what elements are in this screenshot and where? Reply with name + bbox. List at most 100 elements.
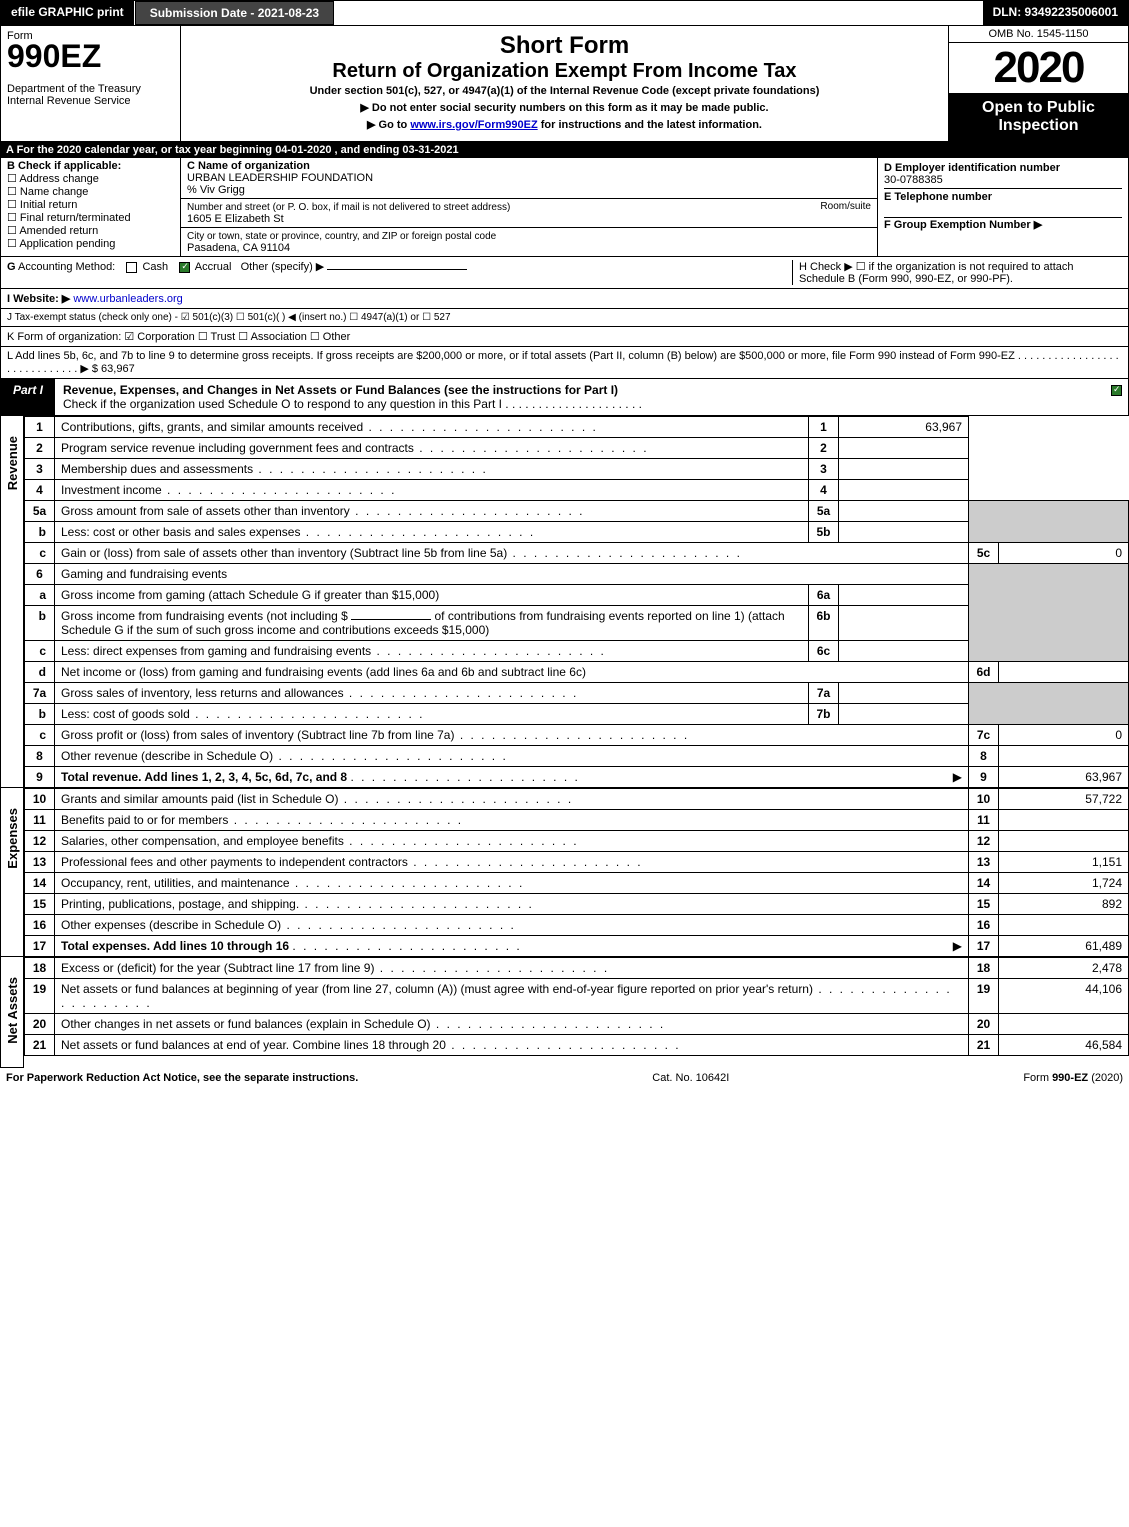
page-footer: For Paperwork Reduction Act Notice, see … [0, 1068, 1129, 1088]
c-name-label: C Name of organization [187, 160, 310, 172]
care-of: % Viv Grigg [187, 184, 245, 196]
org-name: URBAN LEADERSHIP FOUNDATION [187, 172, 373, 184]
line-8: Other revenue (describe in Schedule O) [55, 746, 969, 767]
line-17-val: 61,489 [999, 936, 1129, 957]
line-7c: Gross profit or (loss) from sales of inv… [55, 725, 969, 746]
chk-accrual[interactable] [179, 262, 190, 273]
goto-pre: ▶ Go to [367, 119, 410, 131]
line-4-val [839, 480, 969, 501]
omb-number: OMB No. 1545-1150 [949, 26, 1128, 43]
line-3: Membership dues and assessments [55, 459, 809, 480]
line-17: Total expenses. Add lines 10 through 16 … [55, 936, 969, 957]
street: 1605 E Elizabeth St [187, 213, 284, 225]
line-7c-val: 0 [999, 725, 1129, 746]
form-number: 990EZ [7, 38, 174, 75]
line-14-val: 1,724 [999, 873, 1129, 894]
col-b: B Check if applicable: ☐ Address change … [1, 158, 181, 256]
line-21-val: 46,584 [999, 1035, 1129, 1056]
row-l: L Add lines 5b, 6c, and 7b to line 9 to … [0, 347, 1129, 379]
top-bar: efile GRAPHIC print Submission Date - 20… [0, 0, 1129, 26]
line-19-val: 44,106 [999, 979, 1129, 1014]
d-label: D Employer identification number [884, 162, 1060, 174]
line-2: Program service revenue including govern… [55, 438, 809, 459]
expenses-body: Expenses 10Grants and similar amounts pa… [0, 788, 1129, 957]
goto-post: for instructions and the latest informat… [538, 119, 762, 131]
goto-line: ▶ Go to www.irs.gov/Form990EZ for instru… [187, 118, 942, 131]
line-5c: Gain or (loss) from sale of assets other… [55, 543, 969, 564]
line-4: Investment income [55, 480, 809, 501]
chk-name-change[interactable]: ☐ Name change [7, 185, 174, 198]
line-6: Gaming and fundraising events [55, 564, 969, 585]
line-1-val: 63,967 [839, 417, 969, 438]
submission-date: Submission Date - 2021-08-23 [135, 1, 334, 25]
paperwork-notice: For Paperwork Reduction Act Notice, see … [6, 1072, 358, 1084]
short-form-title: Short Form [187, 32, 942, 60]
row-j: J Tax-exempt status (check only one) - ☑… [0, 309, 1129, 327]
department: Department of the Treasury Internal Reve… [7, 83, 174, 107]
line-10-val: 57,722 [999, 789, 1129, 810]
line-12: Salaries, other compensation, and employ… [55, 831, 969, 852]
under-section: Under section 501(c), 527, or 4947(a)(1)… [187, 85, 942, 97]
website-link[interactable]: www.urbanleaders.org [73, 293, 182, 305]
line-9: Total revenue. Add lines 1, 2, 3, 4, 5c,… [55, 767, 969, 788]
line-15-val: 892 [999, 894, 1129, 915]
line-9-val: 63,967 [999, 767, 1129, 788]
return-title: Return of Organization Exempt From Incom… [187, 60, 942, 83]
section-bcdef: B Check if applicable: ☐ Address change … [0, 158, 1129, 257]
irs-link[interactable]: www.irs.gov/Form990EZ [410, 119, 537, 131]
part1-schedule-o-check[interactable] [1111, 385, 1122, 396]
line-7b: Less: cost of goods sold [55, 704, 809, 725]
col-c: C Name of organization URBAN LEADERSHIP … [181, 158, 878, 256]
line-20: Other changes in net assets or fund bala… [55, 1014, 969, 1035]
line-11: Benefits paid to or for members [55, 810, 969, 831]
line-6d-val [999, 662, 1129, 683]
part1-checkline: Check if the organization used Schedule … [63, 397, 642, 411]
ssn-warning: ▶ Do not enter social security numbers o… [187, 101, 942, 114]
netassets-table: 18Excess or (deficit) for the year (Subt… [24, 957, 1129, 1056]
line-18: Excess or (deficit) for the year (Subtra… [55, 958, 969, 979]
l-val: 63,967 [101, 363, 135, 375]
form-header: Form 990EZ Department of the Treasury In… [0, 26, 1129, 142]
line-18-val: 2,478 [999, 958, 1129, 979]
line-5b: Less: cost or other basis and sales expe… [55, 522, 809, 543]
form-body: Revenue 1Contributions, gifts, grants, a… [0, 416, 1129, 788]
part1-title: Revenue, Expenses, and Changes in Net As… [63, 383, 618, 397]
city-label: City or town, state or province, country… [187, 231, 496, 242]
line-13: Professional fees and other payments to … [55, 852, 969, 873]
ein: 30-0788385 [884, 174, 943, 186]
line-3-val [839, 459, 969, 480]
expenses-table: 10Grants and similar amounts paid (list … [24, 788, 1129, 957]
chk-cash[interactable] [126, 262, 137, 273]
line-5a: Gross amount from sale of assets other t… [55, 501, 809, 522]
b-label: B Check if applicable: [7, 160, 121, 172]
row-a-tax-year: A For the 2020 calendar year, or tax yea… [0, 142, 1129, 158]
chk-final-return[interactable]: ☐ Final return/terminated [7, 211, 174, 224]
dln: DLN: 93492235006001 [983, 1, 1128, 25]
row-i: I Website: ▶ www.urbanleaders.org [0, 289, 1129, 309]
netassets-body: Net Assets 18Excess or (deficit) for the… [0, 957, 1129, 1068]
tax-year: 2020 [949, 43, 1128, 93]
chk-amended[interactable]: ☐ Amended return [7, 224, 174, 237]
line-13-val: 1,151 [999, 852, 1129, 873]
f-label: F Group Exemption Number ▶ [884, 219, 1042, 231]
room-label: Room/suite [820, 201, 871, 212]
efile-print-button[interactable]: efile GRAPHIC print [1, 1, 135, 25]
line-6c: Less: direct expenses from gaming and fu… [55, 641, 809, 662]
cat-no: Cat. No. 10642I [358, 1072, 1023, 1084]
line-8-val [999, 746, 1129, 767]
row-k: K Form of organization: ☑ Corporation ☐ … [0, 327, 1129, 347]
line-10: Grants and similar amounts paid (list in… [55, 789, 969, 810]
part1-pill: Part I [1, 379, 55, 415]
line-16: Other expenses (describe in Schedule O) [55, 915, 969, 936]
chk-address-change[interactable]: ☐ Address change [7, 172, 174, 185]
line-6b: Gross income from fundraising events (no… [55, 606, 809, 641]
chk-application-pending[interactable]: ☐ Application pending [7, 237, 174, 250]
part1-header: Part I Revenue, Expenses, and Changes in… [0, 379, 1129, 416]
street-label: Number and street (or P. O. box, if mail… [187, 202, 510, 213]
city: Pasadena, CA 91104 [187, 242, 290, 254]
line-5c-val: 0 [999, 543, 1129, 564]
chk-initial-return[interactable]: ☐ Initial return [7, 198, 174, 211]
side-expenses: Expenses [0, 788, 24, 957]
line-6d: Net income or (loss) from gaming and fun… [55, 662, 969, 683]
col-def: D Employer identification number 30-0788… [878, 158, 1128, 256]
